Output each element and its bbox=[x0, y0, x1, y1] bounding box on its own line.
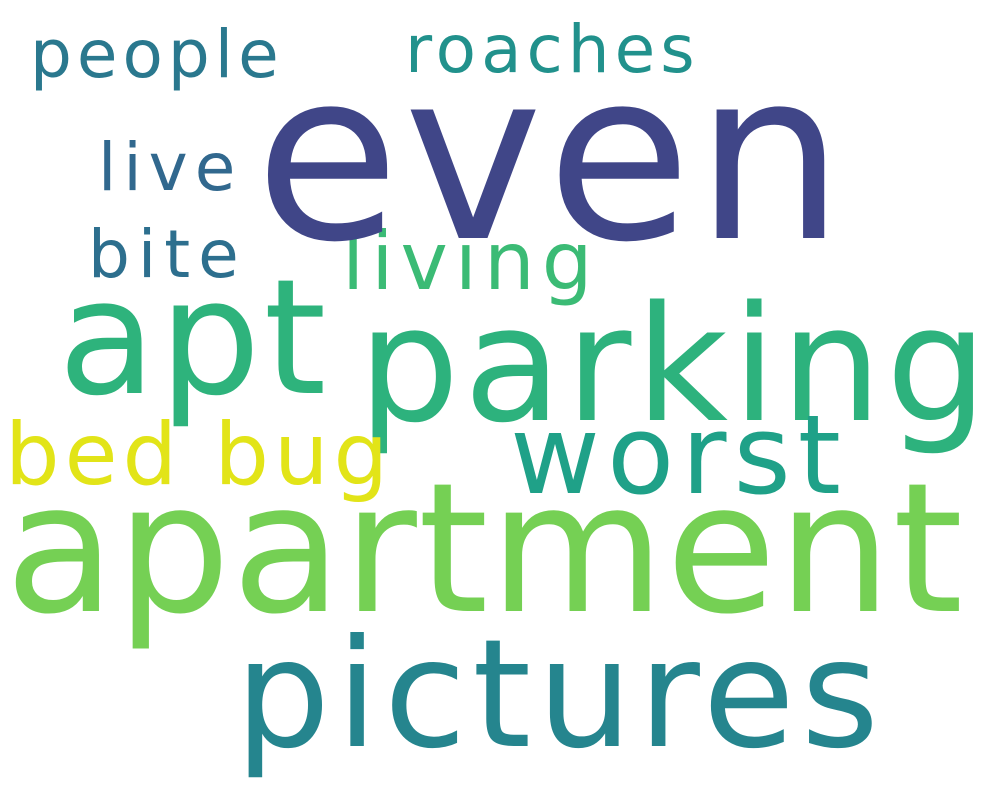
word-worst: worst bbox=[510, 391, 848, 519]
word-even: even bbox=[255, 21, 849, 294]
word-living: living bbox=[342, 215, 600, 308]
word-apartment: apartment bbox=[5, 445, 965, 654]
word-roaches: roaches bbox=[405, 11, 700, 88]
word-pictures: pictures bbox=[235, 608, 886, 782]
word-parking: parking bbox=[358, 271, 992, 458]
word-live: live bbox=[98, 129, 243, 206]
word-bed-bug: bed bug bbox=[5, 405, 394, 505]
word-apt: apt bbox=[58, 244, 330, 431]
word-bite: bite bbox=[88, 216, 247, 293]
word-people: people bbox=[30, 16, 284, 93]
